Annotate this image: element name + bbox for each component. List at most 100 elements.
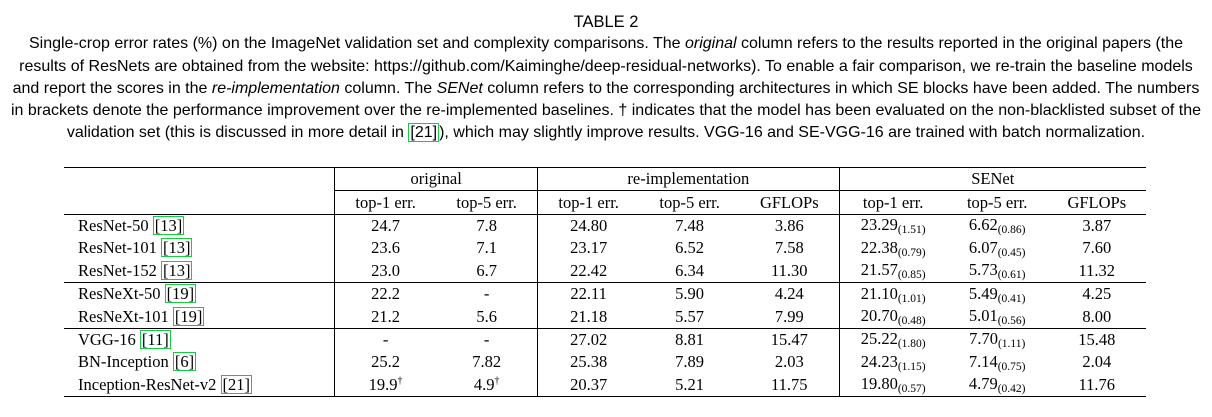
citation-link[interactable]: [11] <box>139 329 171 349</box>
improvement: (1.15) <box>897 360 926 373</box>
model-name-cell: ResNet-50 [13] <box>64 213 336 238</box>
se-top1-cell: 19.80(0.57) <box>839 373 947 397</box>
table-caption: TABLE 2 Single-crop error rates (%) on t… <box>0 0 1212 145</box>
re-gflops-cell: 7.58 <box>740 237 840 260</box>
group-header-row: original re-implementation SENet <box>64 166 1146 192</box>
se-top1-cell: 24.23(1.15) <box>839 351 947 373</box>
column-header-row: top-1 err. top-5 err. top-1 err. top-5 e… <box>64 190 1146 215</box>
re-top5-cell: 5.21 <box>639 373 741 397</box>
value: 11.75 <box>771 374 808 394</box>
se-gflops-cell: 7.60 <box>1048 237 1146 259</box>
value: 21.2 <box>371 306 401 326</box>
value: 23.29 <box>860 215 898 235</box>
re-top5-cell: 7.48 <box>639 213 741 238</box>
re-top1-cell: 25.38 <box>538 351 640 373</box>
value: 19.9 <box>368 374 398 394</box>
value: 4.79 <box>968 374 998 394</box>
orig-top5-cell: - <box>436 281 539 306</box>
re-top5-cell: 6.34 <box>639 260 740 283</box>
value: 7.8 <box>476 215 497 235</box>
se-top5-cell: 6.62(0.86) <box>946 213 1048 238</box>
se-top5-cell: 5.49(0.41) <box>946 281 1048 306</box>
value: 5.6 <box>476 306 497 326</box>
table-row: BN-Inception [6] 25.2 7.82 25.38 7.89 2.03 24.… <box>64 351 1146 374</box>
re-top1-cell: 27.02 <box>537 327 640 352</box>
table-row: Inception-ResNet-v2 [21] 19.9† 4.9† 20.37 5.… <box>64 373 1146 397</box>
value: 2.03 <box>774 352 804 372</box>
se-top1-cell: 23.29(1.51) <box>839 213 947 238</box>
se-top1-cell: 20.70(0.48) <box>839 305 947 328</box>
re-top1-cell: 24.80 <box>537 213 640 238</box>
value: 7.60 <box>1082 238 1112 258</box>
improvement: (0.61) <box>997 269 1026 282</box>
value: 11.76 <box>1078 374 1116 394</box>
orig-top5-cell: - <box>436 327 539 352</box>
model-name: ResNet-101 <box>78 238 157 258</box>
se-top1-cell: 21.57(0.85) <box>839 260 947 283</box>
table-row: ResNet-152 [13] 23.0 6.7 22.42 6.34 11.30 21.5… <box>64 259 1146 283</box>
se-gflops-cell: 2.04 <box>1048 351 1146 373</box>
citation-link[interactable]: [19] <box>172 306 205 326</box>
se-gflops-cell: 15.48 <box>1047 327 1146 352</box>
col-se-top5: top-5 err. <box>966 192 1028 212</box>
re-top5-cell: 6.52 <box>639 237 740 259</box>
citation-link[interactable]: [6] <box>172 352 197 372</box>
improvement: (1.80) <box>897 338 926 351</box>
value: 5.49 <box>968 283 998 303</box>
se-top5-cell: 5.73(0.61) <box>947 260 1048 283</box>
re-top1-cell: 22.11 <box>537 281 640 306</box>
re-top1-cell: 20.37 <box>537 373 640 397</box>
citation-link[interactable]: [19] <box>164 284 197 304</box>
value: 11.30 <box>771 260 808 280</box>
value: 2.04 <box>1082 352 1112 372</box>
re-gflops-cell: 11.30 <box>740 259 840 283</box>
improvement: (0.86) <box>997 224 1026 237</box>
value: 4.25 <box>1082 284 1112 304</box>
value: - <box>382 329 389 349</box>
re-top1-cell: 23.17 <box>538 237 640 259</box>
citation-link[interactable]: [21] <box>220 374 252 394</box>
re-top5-cell: 8.81 <box>639 327 741 352</box>
re-top1-cell: 22.42 <box>538 260 640 283</box>
model-name: ResNeXt-101 <box>78 306 169 326</box>
citation-link[interactable]: [13] <box>152 215 185 235</box>
improvement: (1.51) <box>897 224 926 237</box>
col-re-top5: top-5 err. <box>659 192 720 212</box>
se-top5-cell: 6.07(0.45) <box>947 237 1048 259</box>
re-gflops-cell: 3.86 <box>740 213 840 238</box>
value: 11.32 <box>1078 260 1116 280</box>
orig-top1-cell: 21.2 <box>335 305 437 328</box>
header-corner <box>64 166 336 191</box>
group-header-senet: SENet <box>839 166 1146 192</box>
se-gflops-cell: 3.87 <box>1047 213 1146 238</box>
improvement: (0.41) <box>997 292 1026 305</box>
value: 5.01 <box>968 306 998 326</box>
se-top5-cell: 4.79(0.42) <box>946 373 1048 397</box>
model-name: ResNeXt-50 <box>78 284 161 304</box>
group-header-original: original <box>334 166 539 192</box>
improvement: (0.85) <box>897 269 926 282</box>
re-gflops-cell: 2.03 <box>740 351 840 374</box>
value: 7.89 <box>675 352 705 372</box>
value: 6.34 <box>675 260 705 280</box>
col-re-top1: top-1 err. <box>558 192 619 212</box>
results-table: original re-implementation SENet top-1 e… <box>64 166 1146 397</box>
value: 21.57 <box>860 260 898 280</box>
dagger-mark: † <box>494 375 500 387</box>
value: 21.18 <box>570 306 608 326</box>
orig-top1-cell: 22.2 <box>334 281 437 306</box>
value: 7.99 <box>774 306 804 326</box>
value: 5.73 <box>968 260 998 280</box>
citation-link[interactable]: [21] <box>408 123 440 143</box>
citation-link[interactable]: [13] <box>160 238 193 258</box>
value: 7.14 <box>968 351 998 371</box>
improvement: (1.11) <box>997 338 1026 351</box>
header-corner-2 <box>64 190 336 215</box>
caption-text: Single-crop error rates (%) on the Image… <box>10 35 1202 143</box>
table-row: ResNet-101 [13] 23.6 7.1 23.17 6.52 7.58 22.38… <box>64 237 1146 260</box>
value: 5.90 <box>675 284 705 304</box>
model-name-cell: ResNeXt-50 [19] <box>64 281 336 306</box>
model-name: VGG-16 <box>78 329 136 349</box>
citation-link[interactable]: [13] <box>160 260 193 280</box>
value: 20.70 <box>860 306 898 326</box>
